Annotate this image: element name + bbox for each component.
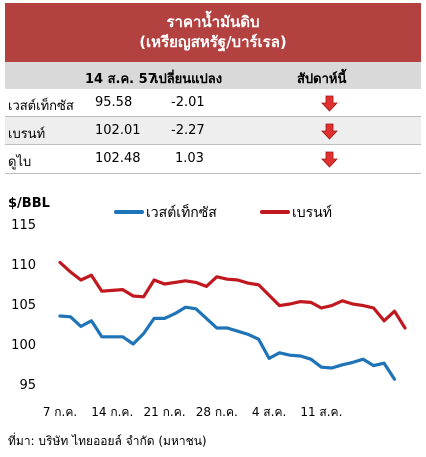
row-change: -2.27 xyxy=(171,123,205,138)
y-axis-label: $/BBL xyxy=(8,196,50,211)
column-header-change: เปลี่ยนแปลง xyxy=(154,72,223,87)
y-tick-label: 115 xyxy=(11,218,36,233)
x-tick-label: 11 ส.ค. xyxy=(300,405,342,419)
x-tick-label: 21 ก.ค. xyxy=(144,405,186,419)
table-header: ราคาน้ำมันดิบ (เหรียญสหรัฐ/บาร์เรล) xyxy=(5,3,421,62)
row-change: 1.03 xyxy=(175,151,204,166)
source-note: ที่มา: บริษัท ไทยออยล์ จำกัด (มหาชน) xyxy=(8,434,207,448)
legend-label-1: เบรนท์ xyxy=(292,204,332,221)
row-name: ดูไบ xyxy=(8,155,32,170)
down-arrow-icon xyxy=(321,151,338,168)
row-price: 95.58 xyxy=(95,95,133,110)
row-name: เวสต์เท็กซัส xyxy=(8,99,74,114)
row-change: -2.01 xyxy=(171,95,205,110)
row-divider xyxy=(5,173,421,174)
column-header-row: 14 ส.ค. 57 เปลี่ยนแปลง สัปดาห์นี้ xyxy=(5,62,421,89)
row-price: 102.48 xyxy=(95,151,141,166)
down-arrow-icon xyxy=(321,123,338,140)
legend-label-0: เวสต์เท็กซัส xyxy=(146,203,217,221)
y-tick-label: 105 xyxy=(11,298,36,313)
table-row-dubai: ดูไบ 102.48 1.03 xyxy=(5,145,421,172)
y-tick-label: 100 xyxy=(11,338,36,353)
row-name: เบรนท์ xyxy=(8,127,46,142)
down-arrow-icon xyxy=(321,95,338,112)
series-line-0 xyxy=(58,305,397,381)
column-header-date: 14 ส.ค. 57 xyxy=(85,72,157,87)
x-tick-label: 14 ก.ค. xyxy=(91,405,133,419)
row-divider xyxy=(5,144,421,145)
table-title: ราคาน้ำมันดิบ xyxy=(166,13,260,31)
y-tick-label: 110 xyxy=(11,258,36,273)
row-divider xyxy=(5,116,421,117)
y-tick-label: 95 xyxy=(19,378,36,393)
series-line-1 xyxy=(58,260,407,330)
row-price: 102.01 xyxy=(95,123,141,138)
x-tick-label: 4 ส.ค. xyxy=(252,405,286,419)
table-unit: (เหรียญสหรัฐ/บาร์เรล) xyxy=(139,33,287,51)
x-tick-label: 7 ก.ค. xyxy=(43,405,77,419)
table-row-brent: เบรนท์ 102.01 -2.27 xyxy=(5,117,421,144)
column-header-week: สัปดาห์นี้ xyxy=(297,72,347,87)
table-row-wti: เวสต์เท็กซัส 95.58 -2.01 xyxy=(5,89,421,116)
x-tick-label: 28 ก.ค. xyxy=(196,405,238,419)
oil-price-chart: $/BBL 95 100 105 110 115 7 ก.ค. 14 ก.ค. 21 ก.ค. 2… xyxy=(8,196,407,419)
